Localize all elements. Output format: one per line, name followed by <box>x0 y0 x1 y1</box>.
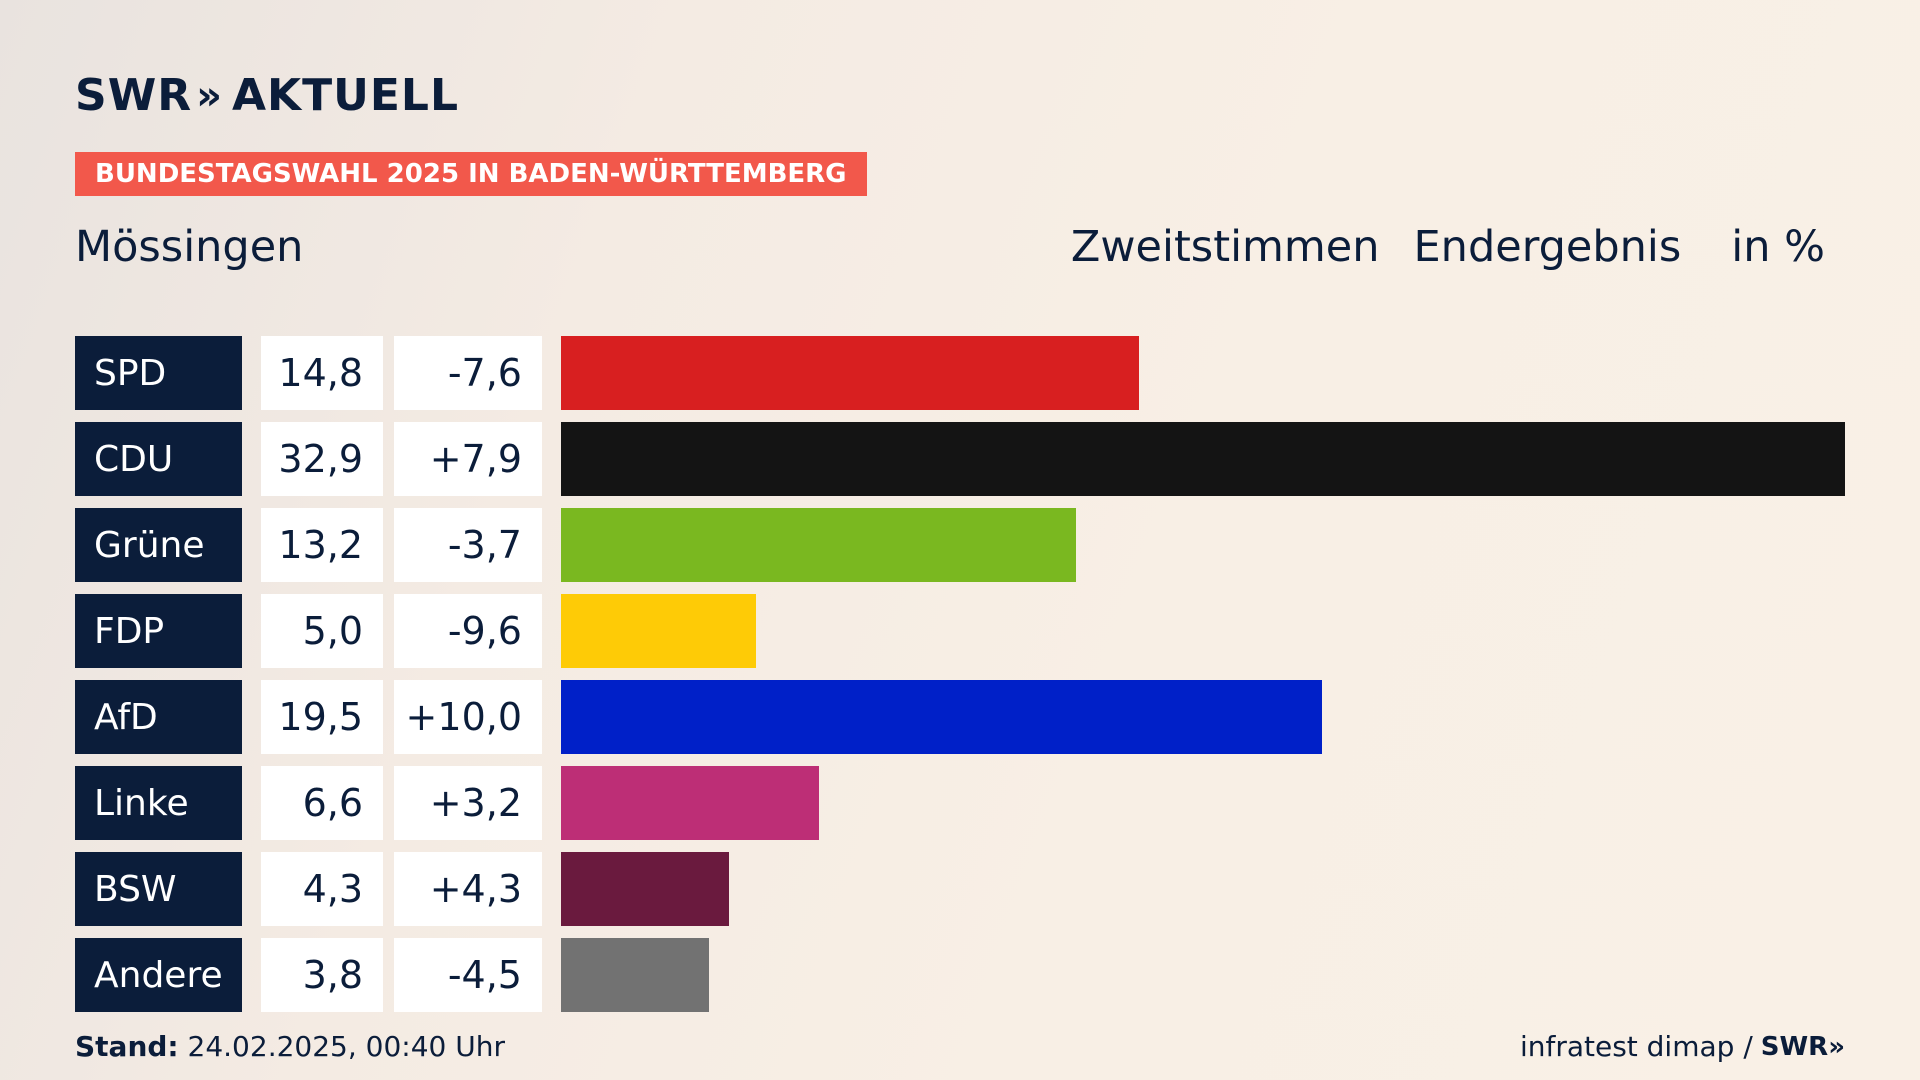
bar <box>561 336 1139 410</box>
chart-row: CDU 32,9 +7,9 <box>75 422 1845 496</box>
change-label: -3,7 <box>394 508 542 582</box>
party-label: FDP <box>75 594 242 668</box>
party-label: SPD <box>75 336 242 410</box>
party-label: Andere <box>75 938 242 1012</box>
change-label: -7,6 <box>394 336 542 410</box>
bar <box>561 594 756 668</box>
change-label: +3,2 <box>394 766 542 840</box>
change-label: +10,0 <box>394 680 542 754</box>
value-label: 6,6 <box>261 766 383 840</box>
chart-row: Linke 6,6 +3,2 <box>75 766 1845 840</box>
chart-row: AfD 19,5 +10,0 <box>75 680 1845 754</box>
chart-row: BSW 4,3 +4,3 <box>75 852 1845 926</box>
result-status-label: Endergebnis <box>1413 222 1682 272</box>
value-label: 5,0 <box>261 594 383 668</box>
change-label: +7,9 <box>394 422 542 496</box>
party-label: AfD <box>75 680 242 754</box>
chart-row: Andere 3,8 -4,5 <box>75 938 1845 1012</box>
change-label: -4,5 <box>394 938 542 1012</box>
bar <box>561 852 729 926</box>
vote-type-label: Zweitstimmen <box>1070 222 1380 272</box>
chart-row: Grüne 13,2 -3,7 <box>75 508 1845 582</box>
timestamp: Stand: 24.02.2025, 00:40 Uhr <box>75 1030 505 1063</box>
party-label: BSW <box>75 852 242 926</box>
value-label: 14,8 <box>261 336 383 410</box>
stand-value: 24.02.2025, 00:40 Uhr <box>187 1030 505 1063</box>
source-credit: infratest dimap / SWR» <box>1520 1030 1845 1063</box>
swr-aktuell-logo: SWR » AKTUELL <box>75 70 459 121</box>
source-brand: SWR» <box>1760 1031 1845 1062</box>
logo-product: AKTUELL <box>231 70 459 121</box>
logo-chevron-icon: » <box>196 72 222 119</box>
source-text: infratest dimap / <box>1519 1030 1753 1063</box>
chart-row: FDP 5,0 -9,6 <box>75 594 1845 668</box>
stand-label: Stand: <box>75 1030 179 1063</box>
value-label: 3,8 <box>261 938 383 1012</box>
place-title: Mössingen <box>75 222 304 272</box>
bar <box>561 938 709 1012</box>
election-kicker: BUNDESTAGSWAHL 2025 IN BADEN-WÜRTTEMBERG <box>75 152 867 196</box>
value-label: 13,2 <box>261 508 383 582</box>
unit-label: in % <box>1731 222 1825 272</box>
party-label: CDU <box>75 422 242 496</box>
change-label: -9,6 <box>394 594 542 668</box>
bar <box>561 508 1076 582</box>
party-label: Grüne <box>75 508 242 582</box>
bar <box>561 766 819 840</box>
logo-brand: SWR <box>75 70 193 121</box>
value-label: 19,5 <box>261 680 383 754</box>
value-label: 32,9 <box>261 422 383 496</box>
bar <box>561 680 1322 754</box>
party-label: Linke <box>75 766 242 840</box>
chart-row: SPD 14,8 -7,6 <box>75 336 1845 410</box>
value-label: 4,3 <box>261 852 383 926</box>
change-label: +4,3 <box>394 852 542 926</box>
result-header: Zweitstimmen Endergebnis in % <box>1071 222 1825 272</box>
bar <box>561 422 1845 496</box>
